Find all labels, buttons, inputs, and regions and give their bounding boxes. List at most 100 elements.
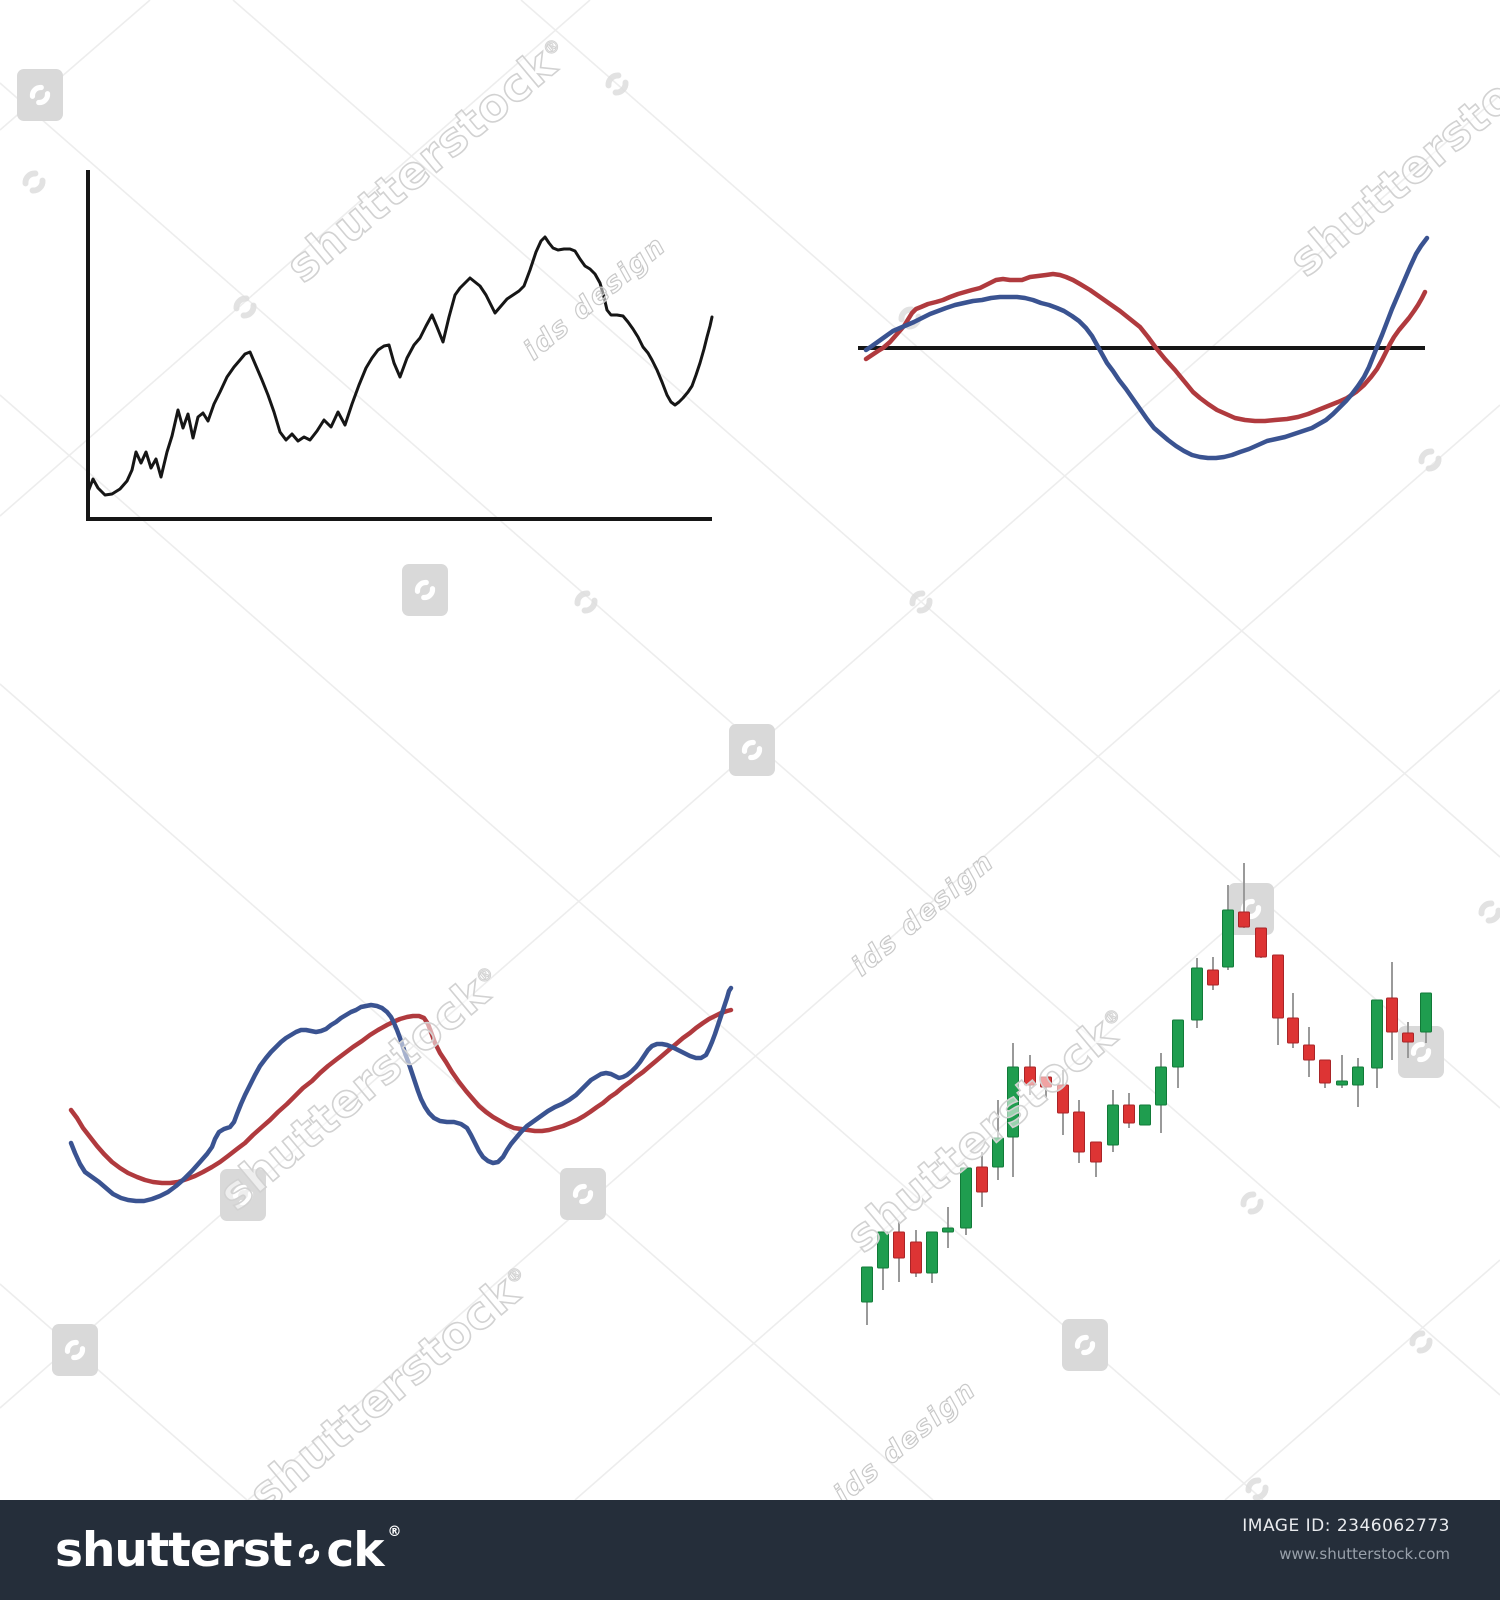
mark-arc [71, 1346, 86, 1361]
price-line-chart [86, 170, 714, 521]
mark-arc [916, 597, 933, 614]
footer-meta: IMAGE ID: 2346062773 www.shutterstock.co… [1242, 1516, 1450, 1563]
mark-arc [1252, 1484, 1269, 1501]
watermark-s-glyph [1240, 1472, 1274, 1510]
candle-body [910, 1241, 922, 1274]
site-url-label: www.shutterstock.com [1279, 1545, 1450, 1563]
lattice-line [247, 404, 1500, 1501]
candle-body [1155, 1066, 1167, 1106]
candle-body [960, 1167, 972, 1229]
candle-up [926, 1231, 938, 1283]
candle-body [1386, 997, 1398, 1033]
candle-body [1336, 1080, 1348, 1086]
candle-body [1040, 1076, 1052, 1088]
candle-body [992, 1137, 1004, 1168]
price-line [86, 235, 714, 497]
mark-arc [232, 1184, 247, 1199]
mark-arc [898, 306, 915, 323]
candle-down [1073, 1100, 1085, 1163]
candle-body [1191, 967, 1203, 1021]
shutterstock-mark-icon [574, 590, 598, 614]
candle-down [1238, 863, 1250, 928]
red-slow-ma [68, 1007, 734, 1186]
watermark-square [560, 1168, 606, 1220]
lattice-line [0, 0, 591, 517]
lattice-line [0, 1283, 248, 1501]
candle-body [1319, 1059, 1331, 1084]
logo-text-right: ck [326, 1522, 384, 1578]
footer-background [0, 1500, 1500, 1600]
mark-arc [1081, 1341, 1096, 1356]
mark-arc [421, 586, 436, 601]
candle-up [1155, 1053, 1167, 1133]
candle-body [893, 1231, 905, 1259]
shutterstock-mark-icon [1418, 448, 1442, 472]
candle-up [861, 1266, 873, 1325]
candle-body [926, 1231, 938, 1274]
candle-up [1336, 1055, 1348, 1088]
watermark-s-glyph [1413, 443, 1447, 481]
shutterstock-mark-icon [572, 1183, 594, 1205]
watermark-s-glyph [904, 585, 938, 623]
shutterstock-mark-icon [1245, 1477, 1269, 1501]
lattice-line [1224, 1259, 1500, 1501]
shutterstock-mark-icon [1074, 1334, 1096, 1356]
candle-up [1172, 1019, 1184, 1088]
lattice-line [520, 0, 1500, 858]
candle-down [1386, 962, 1398, 1060]
watermark-s-glyph [1404, 1325, 1438, 1363]
watermark-s-glyph [17, 165, 51, 203]
watermark-s-glyph [228, 290, 262, 328]
shutterstock-mark-icon [294, 1526, 324, 1581]
mark-arc [1417, 1048, 1432, 1063]
candle-up [942, 1207, 954, 1248]
zero-line-crossover-chart [858, 235, 1430, 461]
mark-arc [1074, 1334, 1089, 1349]
candle-body [1222, 909, 1234, 968]
mark-arc [305, 1549, 320, 1564]
candle-body [1073, 1111, 1085, 1153]
shutterstock-mark-icon [232, 1184, 254, 1206]
mark-arc [1247, 1198, 1264, 1215]
blue-macd-line [863, 235, 1430, 461]
candle-up [1007, 1043, 1019, 1177]
blue-fast-ma [68, 985, 734, 1204]
candle-up [1222, 885, 1234, 970]
candle-down [1255, 927, 1267, 958]
candle-body [861, 1266, 873, 1303]
watermark-square [220, 1169, 266, 1221]
mark-arc [579, 1190, 594, 1205]
watermark-s-glyph [1235, 1186, 1269, 1224]
candle-body [1024, 1066, 1036, 1086]
mark-arc [1410, 1041, 1425, 1056]
shutterstock-mark-icon [299, 1543, 320, 1564]
logo-text-left: shutterst [55, 1522, 292, 1578]
candle-body [1238, 911, 1250, 928]
footer-bar: shutterst ck ® IMAGE ID: 2346062773 www.… [0, 1500, 1500, 1600]
candle-body [1303, 1044, 1315, 1061]
candle-up [1139, 1104, 1151, 1126]
shutterstock-mark-icon [741, 739, 763, 761]
candle-up [877, 1231, 889, 1290]
watermark-square [729, 724, 775, 776]
red-signal-line [863, 271, 1428, 424]
candle-body [1007, 1066, 1019, 1138]
mark-arc [1409, 1330, 1426, 1347]
candle-down [1207, 957, 1219, 990]
shutterstock-mark-icon [1409, 1330, 1433, 1354]
candle-body [877, 1231, 889, 1269]
shutterstock-mark-icon [233, 295, 257, 319]
candle-body [1371, 999, 1383, 1069]
lattice-line [232, 0, 1500, 1109]
candlestick-chart [861, 863, 1432, 1325]
candle-body [1352, 1066, 1364, 1086]
registered-mark: ® [387, 1524, 401, 1540]
mark-arc [1240, 1191, 1257, 1208]
mark-arc [22, 170, 39, 187]
watermark-s-glyph [569, 585, 603, 623]
lattice-line [574, 689, 1500, 1501]
candle-body [1272, 954, 1284, 1019]
candle-body [1139, 1104, 1151, 1126]
